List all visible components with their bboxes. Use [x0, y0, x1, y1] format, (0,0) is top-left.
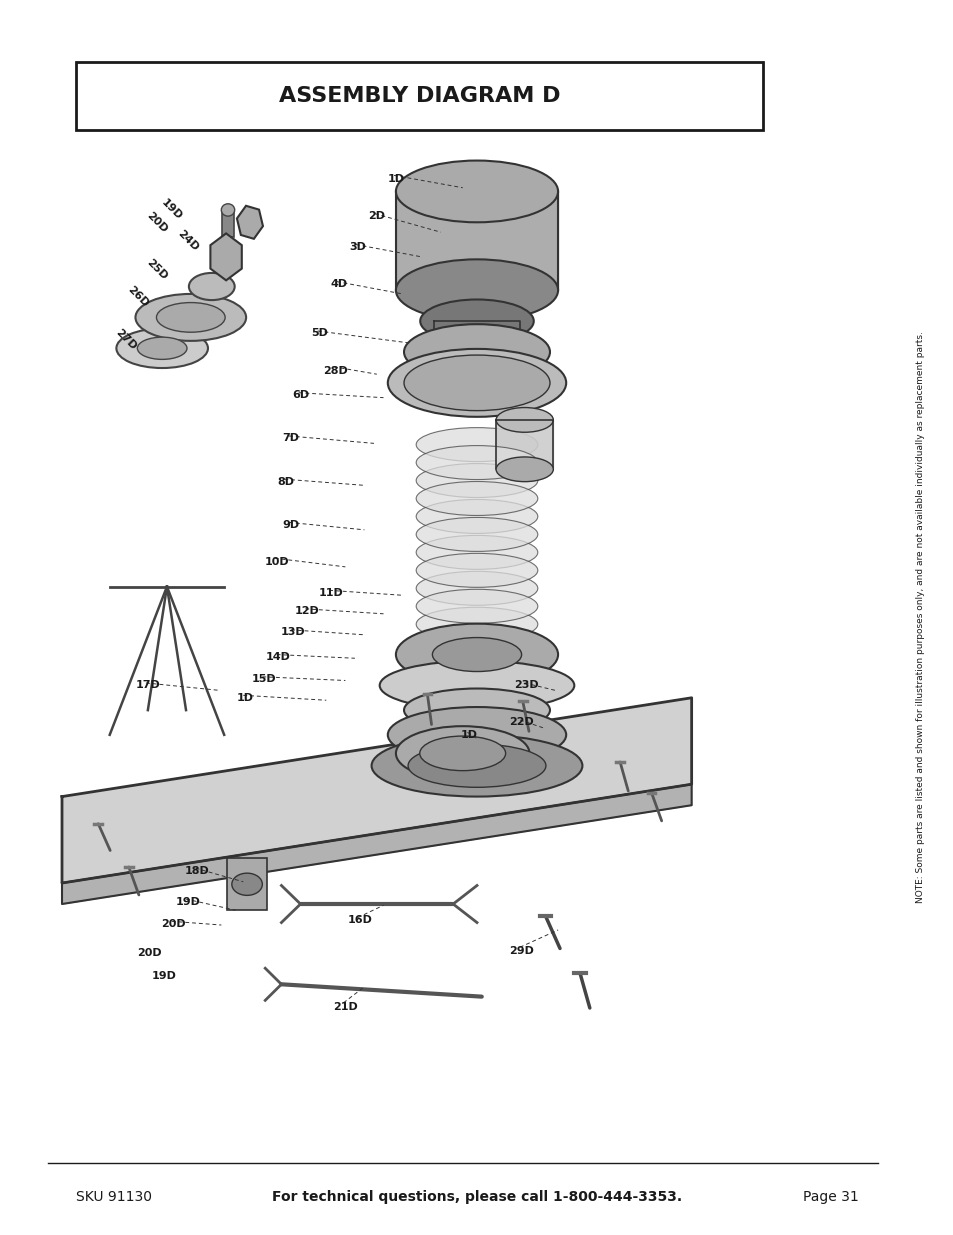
Text: 2D: 2D: [368, 211, 385, 221]
Ellipse shape: [189, 273, 234, 300]
Ellipse shape: [416, 499, 537, 534]
Text: 19D: 19D: [175, 897, 200, 906]
Ellipse shape: [404, 324, 549, 380]
Polygon shape: [434, 321, 519, 352]
Ellipse shape: [496, 457, 553, 482]
Text: 3D: 3D: [349, 242, 366, 252]
Bar: [76, 62, 762, 130]
Text: 18D: 18D: [185, 866, 210, 876]
Text: 20D: 20D: [144, 210, 169, 235]
Ellipse shape: [395, 624, 558, 685]
Text: 28D: 28D: [323, 366, 348, 375]
Text: 13D: 13D: [280, 627, 305, 637]
Text: 24D: 24D: [175, 228, 200, 253]
Text: 20D: 20D: [161, 919, 186, 929]
Text: SKU 91130: SKU 91130: [76, 1191, 152, 1204]
Ellipse shape: [419, 300, 534, 342]
Ellipse shape: [419, 736, 505, 771]
Text: ASSEMBLY DIAGRAM D: ASSEMBLY DIAGRAM D: [278, 85, 560, 106]
Text: 6D: 6D: [292, 390, 309, 400]
Ellipse shape: [416, 463, 537, 498]
Text: 7D: 7D: [282, 433, 299, 443]
Text: 22D: 22D: [509, 718, 534, 727]
Ellipse shape: [372, 735, 581, 797]
Ellipse shape: [496, 408, 553, 432]
Ellipse shape: [137, 337, 187, 359]
Ellipse shape: [395, 161, 558, 222]
Text: NOTE: Some parts are listed and shown for illustration purposes only, and are no: NOTE: Some parts are listed and shown fo…: [915, 331, 924, 904]
Ellipse shape: [221, 204, 234, 216]
Ellipse shape: [416, 482, 537, 515]
Text: Page 31: Page 31: [802, 1191, 858, 1204]
Ellipse shape: [416, 625, 537, 659]
Ellipse shape: [395, 726, 529, 781]
Ellipse shape: [404, 689, 549, 731]
Ellipse shape: [135, 294, 246, 341]
Ellipse shape: [416, 427, 537, 462]
Text: 4D: 4D: [330, 279, 347, 289]
Text: 19D: 19D: [152, 971, 176, 981]
Text: 27D: 27D: [113, 327, 138, 352]
Bar: [227, 858, 267, 910]
Ellipse shape: [395, 259, 558, 321]
Text: For technical questions, please call 1-800-444-3353.: For technical questions, please call 1-8…: [272, 1191, 681, 1204]
Text: 12D: 12D: [294, 606, 319, 616]
Text: 1D: 1D: [236, 693, 253, 703]
Text: 8D: 8D: [277, 477, 294, 487]
Ellipse shape: [379, 661, 574, 710]
Ellipse shape: [416, 553, 537, 588]
Text: 17D: 17D: [135, 680, 160, 690]
Ellipse shape: [432, 637, 521, 672]
Polygon shape: [62, 784, 691, 904]
Polygon shape: [395, 191, 558, 290]
Text: 23D: 23D: [514, 680, 538, 690]
Text: 1D: 1D: [387, 174, 404, 184]
Text: 15D: 15D: [252, 674, 276, 684]
Text: 26D: 26D: [126, 284, 151, 309]
Ellipse shape: [387, 348, 566, 417]
Text: 10D: 10D: [264, 557, 289, 567]
Polygon shape: [496, 420, 553, 469]
Text: 5D: 5D: [311, 329, 328, 338]
Ellipse shape: [416, 536, 537, 569]
Bar: [222, 210, 233, 237]
Ellipse shape: [404, 356, 549, 410]
Polygon shape: [62, 698, 691, 883]
Text: 29D: 29D: [509, 946, 534, 956]
Ellipse shape: [416, 589, 537, 624]
Text: 9D: 9D: [282, 520, 299, 530]
Text: 14D: 14D: [266, 652, 291, 662]
Text: 20D: 20D: [137, 948, 162, 958]
Ellipse shape: [156, 303, 225, 332]
Ellipse shape: [116, 329, 208, 368]
Ellipse shape: [416, 572, 537, 605]
Ellipse shape: [387, 706, 566, 763]
Ellipse shape: [232, 873, 262, 895]
Ellipse shape: [416, 446, 537, 479]
Text: 25D: 25D: [145, 257, 170, 282]
Text: 1D: 1D: [460, 730, 477, 740]
Ellipse shape: [408, 743, 545, 788]
Text: 11D: 11D: [318, 588, 343, 598]
Text: 16D: 16D: [347, 915, 372, 925]
Ellipse shape: [416, 517, 537, 551]
Ellipse shape: [416, 608, 537, 641]
Text: 21D: 21D: [333, 1002, 357, 1011]
Text: 19D: 19D: [159, 198, 184, 222]
